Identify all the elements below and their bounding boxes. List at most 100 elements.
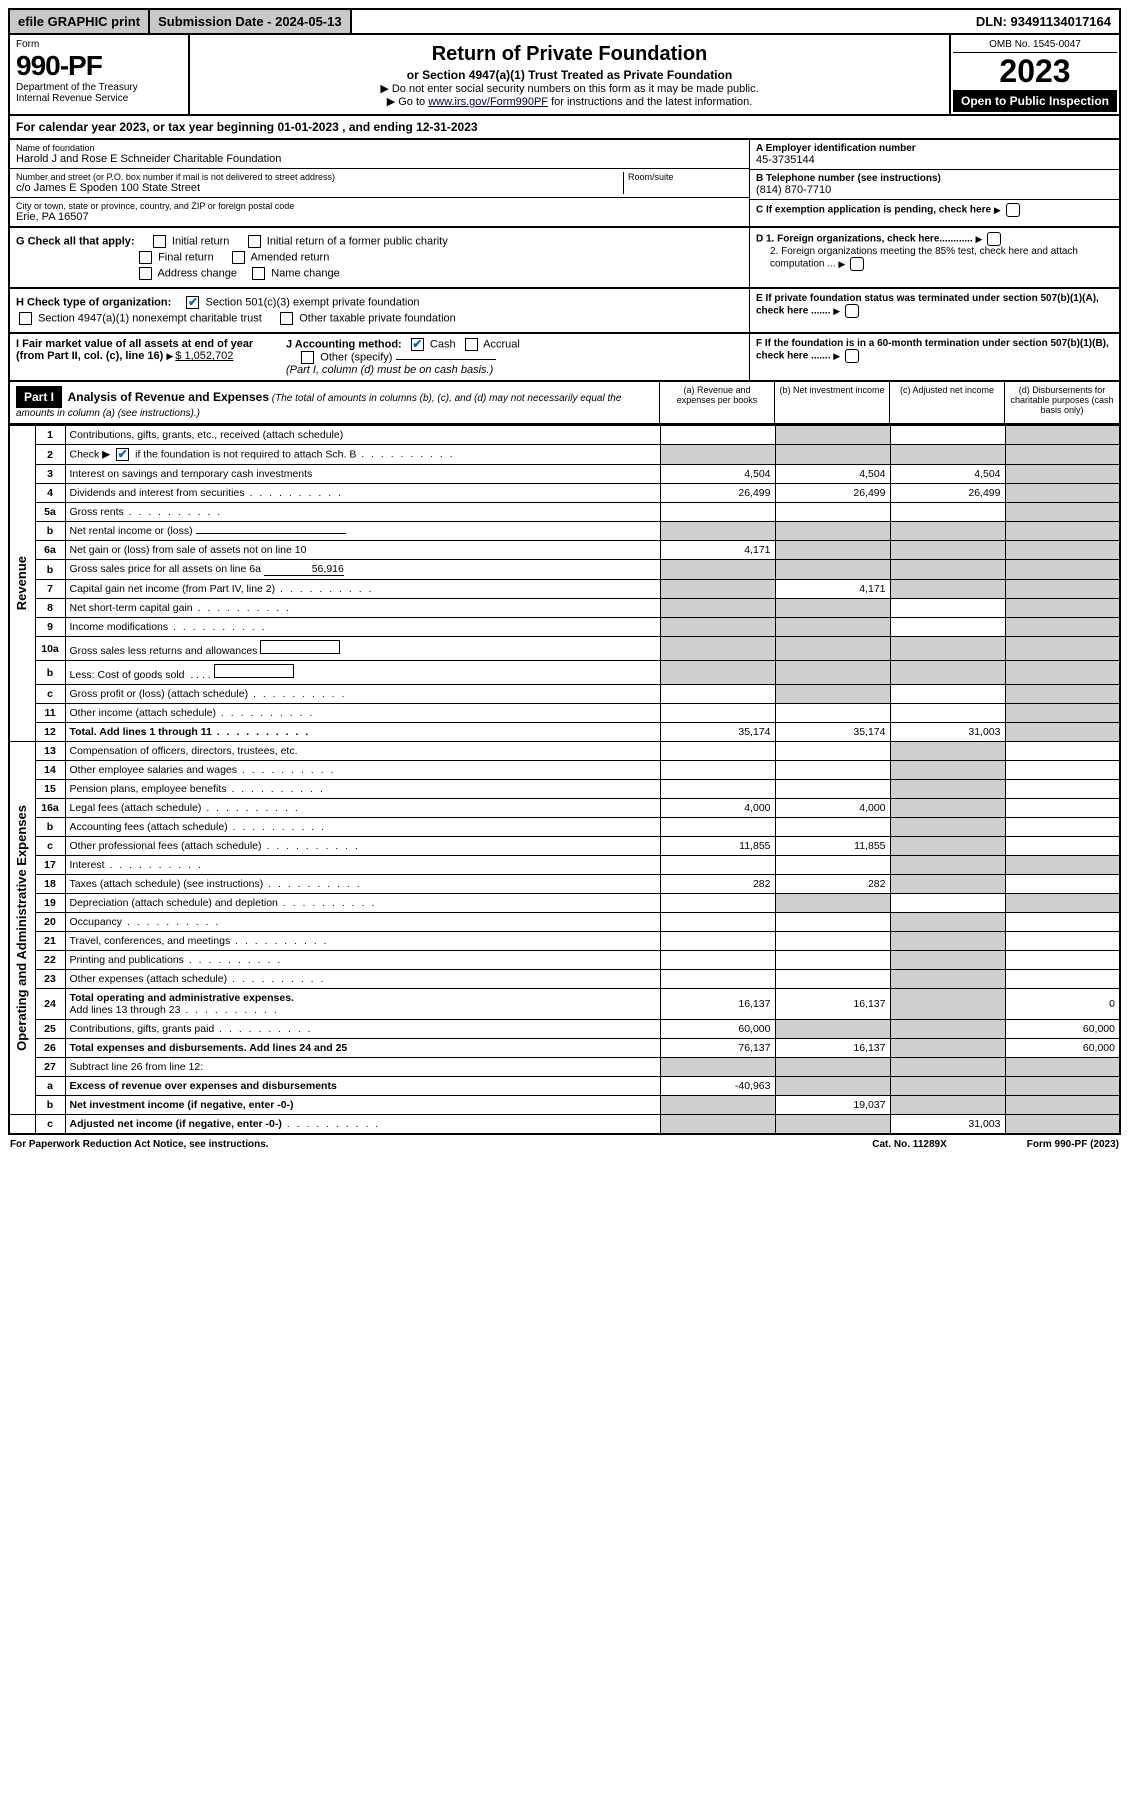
line-12-b: 35,174 [775, 723, 890, 742]
table-row: 25Contributions, gifts, grants paid60,00… [9, 1020, 1120, 1039]
phone-value: (814) 870-7710 [756, 184, 1113, 196]
table-row: 10aGross sales less returns and allowanc… [9, 637, 1120, 661]
amended-return-checkbox[interactable] [232, 251, 245, 264]
irs-link[interactable]: www.irs.gov/Form990PF [428, 96, 548, 108]
calendar-year-row: For calendar year 2023, or tax year begi… [8, 116, 1121, 140]
line-10a-desc: Gross sales less returns and allowances [65, 637, 660, 661]
table-row: Operating and Administrative Expenses 13… [9, 742, 1120, 761]
h-label: H Check type of organization: [16, 296, 171, 308]
form-label: Form [16, 39, 182, 50]
line-3-a: 4,504 [660, 465, 775, 484]
ssn-warning: ▶ Do not enter social security numbers o… [196, 82, 943, 95]
table-row: cGross profit or (loss) (attach schedule… [9, 685, 1120, 704]
efile-print-button[interactable]: efile GRAPHIC print [10, 10, 150, 33]
line-18-b: 282 [775, 875, 890, 894]
accrual-checkbox[interactable] [465, 338, 478, 351]
foundation-city: Erie, PA 16507 [16, 211, 743, 223]
line-3-b: 4,504 [775, 465, 890, 484]
section-g: G Check all that apply: Initial return I… [8, 228, 1121, 289]
4947-checkbox[interactable] [19, 312, 32, 325]
form-header: Form 990-PF Department of the Treasury I… [8, 35, 1121, 116]
other-method-checkbox[interactable] [301, 351, 314, 364]
table-row: cAdjusted net income (if negative, enter… [9, 1115, 1120, 1135]
table-row: cOther professional fees (attach schedul… [9, 837, 1120, 856]
table-row: 20Occupancy [9, 913, 1120, 932]
501c3-checkbox[interactable] [186, 296, 199, 309]
dln: DLN: 93491134017164 [968, 10, 1119, 33]
goto-note: ▶ Go to www.irs.gov/Form990PF for instru… [196, 95, 943, 108]
line-11-desc: Other income (attach schedule) [65, 704, 660, 723]
line-7-b: 4,171 [775, 580, 890, 599]
name-change-checkbox[interactable] [252, 267, 265, 280]
line-24-desc: Total operating and administrative expen… [65, 989, 660, 1020]
table-row: aExcess of revenue over expenses and dis… [9, 1077, 1120, 1096]
part-i-title: Analysis of Revenue and Expenses [68, 390, 269, 404]
initial-public-label: Initial return of a former public charit… [267, 235, 448, 247]
g-label: G Check all that apply: [16, 235, 135, 247]
d1-checkbox[interactable] [987, 232, 1001, 246]
table-row: 19Depreciation (attach schedule) and dep… [9, 894, 1120, 913]
table-row: 14Other employee salaries and wages [9, 761, 1120, 780]
line-9-desc: Income modifications [65, 618, 660, 637]
name-change-label: Name change [271, 267, 340, 279]
cash-checkbox[interactable] [411, 338, 424, 351]
omb-number: OMB No. 1545-0047 [953, 37, 1117, 53]
f-label: F If the foundation is in a 60-month ter… [756, 338, 1109, 362]
other-taxable-checkbox[interactable] [280, 312, 293, 325]
exemption-label: C If exemption application is pending, c… [756, 205, 991, 216]
arrow-icon [838, 259, 847, 270]
dept-treasury: Department of the Treasury [16, 82, 182, 93]
line-10c-desc: Gross profit or (loss) (attach schedule) [65, 685, 660, 704]
line-6a-a: 4,171 [660, 541, 775, 560]
fmv-value: $ 1,052,702 [175, 350, 233, 362]
table-row: 21Travel, conferences, and meetings [9, 932, 1120, 951]
address-change-checkbox[interactable] [139, 267, 152, 280]
phone-label: B Telephone number (see instructions) [756, 173, 1113, 184]
table-row: 9Income modifications [9, 618, 1120, 637]
foundation-address: c/o James E Spoden 100 State Street [16, 182, 623, 194]
line-27c-desc: Adjusted net income (if negative, enter … [65, 1115, 660, 1135]
d2-checkbox[interactable] [850, 257, 864, 271]
table-row: 15Pension plans, employee benefits [9, 780, 1120, 799]
line-8-desc: Net short-term capital gain [65, 599, 660, 618]
line-16b-desc: Accounting fees (attach schedule) [65, 818, 660, 837]
line-12-c: 31,003 [890, 723, 1005, 742]
ein-value: 45-3735144 [756, 154, 1113, 166]
goto-pre: ▶ Go to [387, 96, 428, 108]
form-title: Return of Private Foundation [196, 43, 943, 66]
line-12-a: 35,174 [660, 723, 775, 742]
line-10b-desc: Less: Cost of goods sold . . . . [65, 661, 660, 685]
city-label: City or town, state or province, country… [16, 201, 743, 211]
e-label: E If private foundation status was termi… [756, 293, 1099, 317]
line-18-desc: Taxes (attach schedule) (see instruction… [65, 875, 660, 894]
f-checkbox[interactable] [845, 349, 859, 363]
final-return-checkbox[interactable] [139, 251, 152, 264]
initial-public-checkbox[interactable] [248, 235, 261, 248]
line-25-d: 60,000 [1005, 1020, 1120, 1039]
arrow-icon [994, 205, 1003, 216]
table-row: 27Subtract line 26 from line 12: [9, 1058, 1120, 1077]
schb-checkbox[interactable] [116, 448, 129, 461]
line-7-desc: Capital gain net income (from Part IV, l… [65, 580, 660, 599]
initial-return-checkbox[interactable] [153, 235, 166, 248]
section-h: H Check type of organization: Section 50… [8, 289, 1121, 334]
table-row: 11Other income (attach schedule) [9, 704, 1120, 723]
line-19-desc: Depreciation (attach schedule) and deple… [65, 894, 660, 913]
d1-label: D 1. Foreign organizations, check here..… [756, 234, 973, 245]
line-17-desc: Interest [65, 856, 660, 875]
line-16a-desc: Legal fees (attach schedule) [65, 799, 660, 818]
top-bar: efile GRAPHIC print Submission Date - 20… [8, 8, 1121, 35]
j-label: J Accounting method: [286, 338, 402, 350]
line-3-c: 4,504 [890, 465, 1005, 484]
initial-return-label: Initial return [172, 235, 229, 247]
line-4-b: 26,499 [775, 484, 890, 503]
line-15-desc: Pension plans, employee benefits [65, 780, 660, 799]
e-checkbox[interactable] [845, 304, 859, 318]
foundation-name: Harold J and Rose E Schneider Charitable… [16, 153, 743, 165]
exemption-checkbox[interactable] [1006, 203, 1020, 217]
table-row: bAccounting fees (attach schedule) [9, 818, 1120, 837]
goto-post: for instructions and the latest informat… [548, 96, 752, 108]
table-row: 3Interest on savings and temporary cash … [9, 465, 1120, 484]
revenue-side-label: Revenue [14, 556, 29, 610]
ein-label: A Employer identification number [756, 143, 1113, 154]
